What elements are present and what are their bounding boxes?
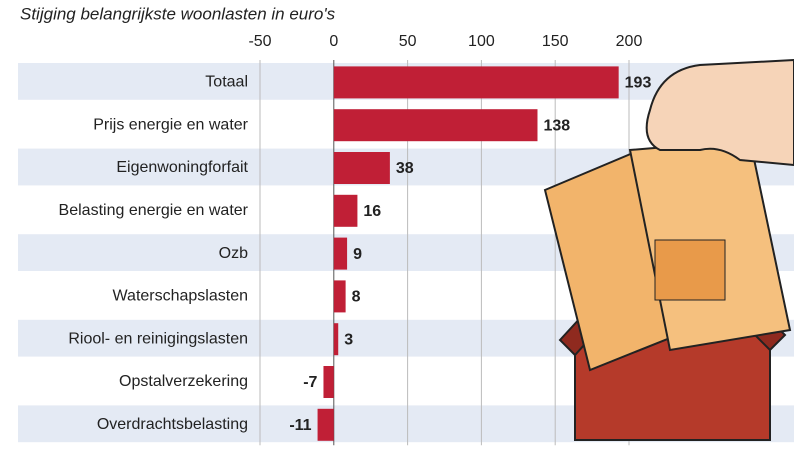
bar [318, 409, 334, 441]
value-label: -11 [289, 417, 311, 434]
category-label: Totaal [205, 74, 248, 91]
bar [334, 195, 358, 227]
banknote-detail [655, 240, 725, 300]
bar [334, 109, 538, 141]
x-tick-label: 0 [329, 33, 338, 50]
category-label: Waterschapslasten [113, 288, 248, 305]
bar [334, 238, 347, 270]
category-label: Eigenwoningforfait [116, 159, 248, 176]
x-tick-label: -50 [248, 33, 271, 50]
value-label: -7 [303, 374, 317, 391]
chart-title: Stijging belangrijkste woonlasten in eur… [20, 4, 336, 23]
bar [334, 152, 390, 184]
value-label: 38 [396, 160, 414, 177]
illustration [545, 60, 794, 440]
x-tick-label: 100 [468, 33, 495, 50]
chart: Stijging belangrijkste woonlasten in eur… [0, 0, 794, 463]
category-label: Opstalverzekering [119, 373, 248, 390]
x-tick-label: 150 [542, 33, 569, 50]
category-label: Prijs energie en water [93, 116, 248, 133]
category-label: Ozb [219, 245, 248, 262]
value-label: 9 [353, 246, 362, 263]
page: Stijging belangrijkste woonlasten in eur… [0, 0, 794, 463]
value-label: 8 [352, 289, 361, 306]
category-label: Riool- en reinigingslasten [68, 330, 248, 347]
value-label: 193 [625, 75, 652, 92]
bar [334, 280, 346, 312]
category-label: Overdrachtsbelasting [97, 416, 248, 433]
bar [334, 66, 619, 98]
category-label: Belasting energie en water [59, 202, 249, 219]
value-label: 138 [543, 117, 570, 134]
x-tick-label: 50 [399, 33, 417, 50]
x-tick-label: 200 [616, 33, 643, 50]
value-label: 16 [363, 203, 381, 220]
bar [323, 366, 333, 398]
bar [334, 323, 338, 355]
value-label: 3 [344, 331, 353, 348]
